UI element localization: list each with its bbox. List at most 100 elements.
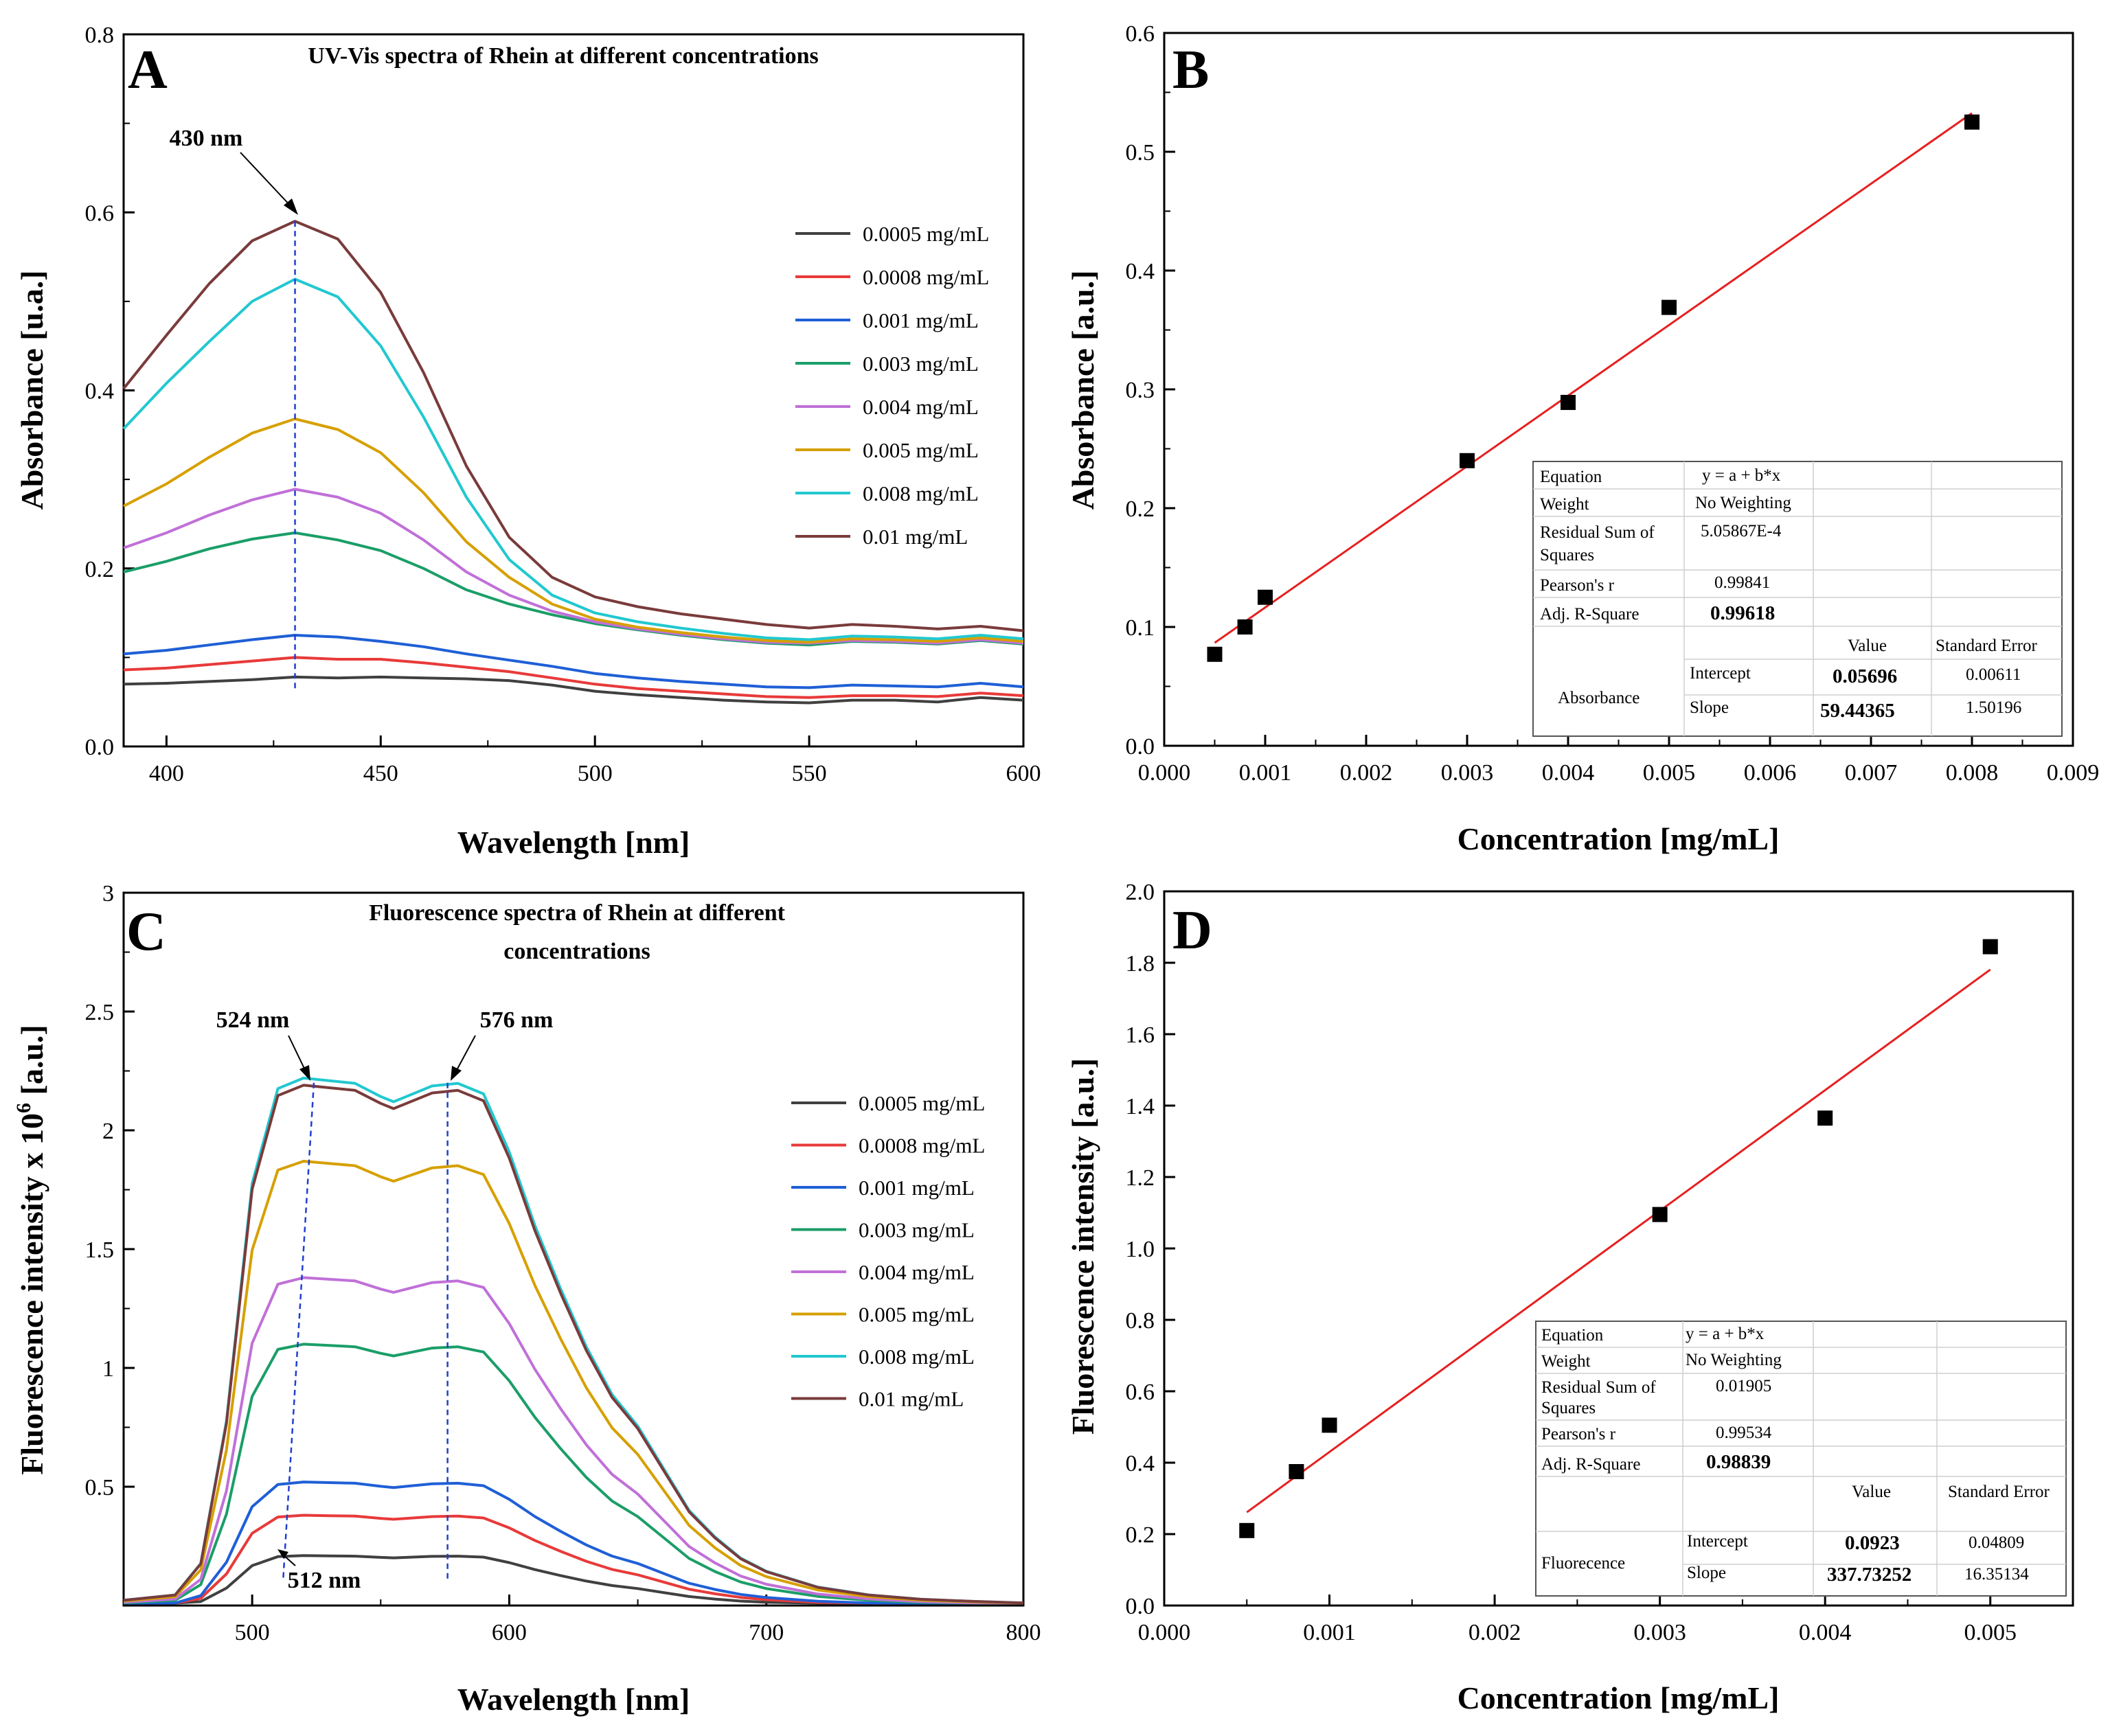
panel-b-fit-table: Equation y = a + b*x Weight No Weighting… bbox=[1532, 461, 2063, 737]
fit-adjr-value: 0.99618 bbox=[1710, 602, 1775, 624]
panel-a-legend-label: 0.008 mg/mL bbox=[863, 481, 979, 505]
fit-rss-value: 5.05867E-4 bbox=[1701, 522, 1782, 540]
panel-b-data-point bbox=[1207, 646, 1223, 662]
panel-a-legend-label: 0.0005 mg/mL bbox=[863, 222, 989, 246]
panel-b-xtick-label: 0.001 bbox=[1239, 760, 1292, 786]
panel-d-xtick-label: 0.001 bbox=[1303, 1620, 1356, 1645]
panel-d-ticks: 0.000 0.001 0.002 0.003 0.004 0.005 0.0 0.2 0.4 0… bbox=[1126, 880, 2017, 1645]
fit-d-weight-label: Weight bbox=[1541, 1352, 1591, 1371]
panel-b-ylabel: Absorbance [a.u.] bbox=[1065, 271, 1100, 510]
panel-b-ytick-label: 0.1 bbox=[1126, 615, 1155, 641]
panel-a-annotation-430: 430 nm bbox=[170, 126, 243, 151]
panel-c-ytick-label: 0.5 bbox=[85, 1475, 115, 1500]
fit-d-pearson-value: 0.99534 bbox=[1716, 1424, 1772, 1442]
panel-d-data-point bbox=[1289, 1464, 1304, 1479]
fit-d-equation-value: y = a + b*x bbox=[1686, 1325, 1765, 1343]
panel-c-peak-marker-left bbox=[282, 1082, 315, 1582]
panel-c-arrow-head-576 bbox=[451, 1066, 462, 1081]
panel-d-data-point bbox=[1652, 1207, 1668, 1222]
panel-c-ytick-label: 2 bbox=[102, 1119, 114, 1144]
fit-d-value-header: Value bbox=[1852, 1483, 1891, 1501]
panel-d-ytick-label: 1.0 bbox=[1126, 1237, 1155, 1262]
panel-c-legend: 0.0005 mg/mL 0.0008 mg/mL 0.001 mg/mL 0.003… bbox=[791, 1091, 985, 1411]
panel-b-xtick-label: 0.008 bbox=[1946, 760, 1999, 786]
panel-b-data-point bbox=[1561, 395, 1576, 411]
panel-d-xtick-label: 0.004 bbox=[1799, 1620, 1852, 1645]
fit-d-rss-label-2: Squares bbox=[1541, 1399, 1596, 1417]
fit-intercept-err: 0.00611 bbox=[1966, 665, 2021, 684]
fit-rss-label-2: Squares bbox=[1540, 546, 1594, 564]
panel-b-xtick-label: 0.005 bbox=[1643, 760, 1696, 786]
panel-c-legend-label: 0.008 mg/mL bbox=[859, 1345, 975, 1369]
panel-c-xlabel: Wavelength [nm] bbox=[457, 1682, 690, 1717]
panel-b-xlabel: Concentration [mg/mL] bbox=[1458, 821, 1780, 856]
panel-c-legend-label: 0.003 mg/mL bbox=[859, 1218, 975, 1242]
panel-a-series-line bbox=[123, 418, 1024, 644]
panel-d-xlabel: Concentration [mg/mL] bbox=[1458, 1680, 1780, 1715]
fit-d-slope-err: 16.35134 bbox=[1964, 1565, 2029, 1584]
fit-weight-label: Weight bbox=[1540, 495, 1589, 514]
panel-d-data-point bbox=[1817, 1110, 1833, 1126]
panel-a-series bbox=[122, 220, 1024, 705]
panel-c-arrow-head-512 bbox=[277, 1549, 288, 1559]
panel-a-xtick-label: 600 bbox=[1006, 761, 1041, 786]
panel-b-xtick-label: 0.007 bbox=[1845, 760, 1898, 786]
fit-group-label: Absorbance bbox=[1558, 689, 1640, 707]
fit-pearson-label: Pearson's r bbox=[1540, 576, 1615, 595]
panel-a-legend-label: 0.0008 mg/mL bbox=[863, 265, 989, 289]
panel-c-title-line2: concentrations bbox=[503, 939, 650, 964]
fit-d-slope-value: 337.73252 bbox=[1827, 1564, 1912, 1586]
panel-c-legend-label: 0.005 mg/mL bbox=[859, 1303, 975, 1327]
panel-c-legend-label: 0.001 mg/mL bbox=[859, 1176, 975, 1200]
panel-b-xtick-label: 0.000 bbox=[1138, 760, 1191, 786]
panel-c-xtick-label: 800 bbox=[1006, 1620, 1041, 1645]
panel-b-fit-table-frame bbox=[1532, 461, 2063, 737]
fit-d-intercept-err: 0.04809 bbox=[1969, 1533, 2024, 1552]
panel-c-annotation-512: 512 nm bbox=[288, 1568, 361, 1593]
panel-d-fit-table: Equation y = a + b*x Weight No Weighting… bbox=[1535, 1321, 2067, 1597]
panel-b-ytick-label: 0.5 bbox=[1126, 140, 1155, 165]
panel-d-data-point bbox=[1982, 939, 1998, 955]
panel-b-points bbox=[1207, 114, 1980, 662]
panel-d-points bbox=[1239, 939, 1998, 1538]
panel-d-letter: D bbox=[1172, 900, 1212, 961]
panel-c-arrow-head-524 bbox=[299, 1065, 310, 1081]
panel-a-ytick-label: 0.4 bbox=[85, 379, 115, 404]
panel-d-data-point bbox=[1239, 1522, 1255, 1538]
panel-a-legend-label: 0.004 mg/mL bbox=[863, 395, 979, 419]
panel-c-ytick-label: 2.5 bbox=[85, 1000, 115, 1025]
fit-adjr-label: Adj. R-Square bbox=[1540, 605, 1639, 624]
fit-intercept-label: Intercept bbox=[1690, 664, 1751, 683]
panel-b: 0.000 0.001 0.002 0.003 0.004 0.005 0.006 0.007… bbox=[1065, 21, 2099, 856]
panel-c-xtick-label: 700 bbox=[749, 1620, 784, 1645]
fit-stderr-header: Standard Error bbox=[1936, 637, 2038, 655]
panel-b-ytick-label: 0.3 bbox=[1126, 378, 1155, 403]
panel-c-series-line bbox=[123, 1276, 1024, 1605]
panel-d-ytick-label: 0.4 bbox=[1126, 1451, 1155, 1476]
panel-d-ytick-label: 1.6 bbox=[1126, 1023, 1155, 1048]
panel-d-ylabel: Fluorescence intensity [a.u.] bbox=[1065, 1058, 1100, 1435]
panel-a-ylabel: Absorbance [u.a.] bbox=[14, 271, 49, 510]
fit-equation-label: Equation bbox=[1540, 468, 1602, 486]
panel-a-xlabel: Wavelength [nm] bbox=[457, 825, 690, 860]
panel-c-legend-label: 0.0005 mg/mL bbox=[859, 1091, 985, 1115]
panel-c-ytick-label: 3 bbox=[102, 881, 114, 906]
fit-weight-value: No Weighting bbox=[1695, 494, 1791, 512]
panel-d-ytick-label: 1.8 bbox=[1126, 951, 1155, 976]
panel-a-legend-label: 0.003 mg/mL bbox=[863, 352, 979, 376]
panel-d: 0.000 0.001 0.002 0.003 0.004 0.005 0.0 0.2 0.4 0… bbox=[1065, 880, 2074, 1715]
fit-d-adjr-label: Adj. R-Square bbox=[1541, 1455, 1640, 1474]
panel-c-ytick-label: 1 bbox=[102, 1356, 114, 1382]
panel-a-ytick-label: 0.2 bbox=[85, 557, 115, 582]
panel-c-series-line bbox=[123, 1160, 1024, 1605]
panel-b-data-point bbox=[1237, 619, 1253, 635]
panel-b-xtick-label: 0.002 bbox=[1340, 760, 1393, 786]
fit-slope-err: 1.50196 bbox=[1966, 698, 2021, 717]
panel-b-data-point bbox=[1964, 114, 1980, 130]
panel-a-xtick-label: 450 bbox=[363, 761, 398, 786]
panel-d-xtick-label: 0.005 bbox=[1964, 1620, 2017, 1645]
panel-b-ytick-label: 0.4 bbox=[1126, 259, 1155, 284]
